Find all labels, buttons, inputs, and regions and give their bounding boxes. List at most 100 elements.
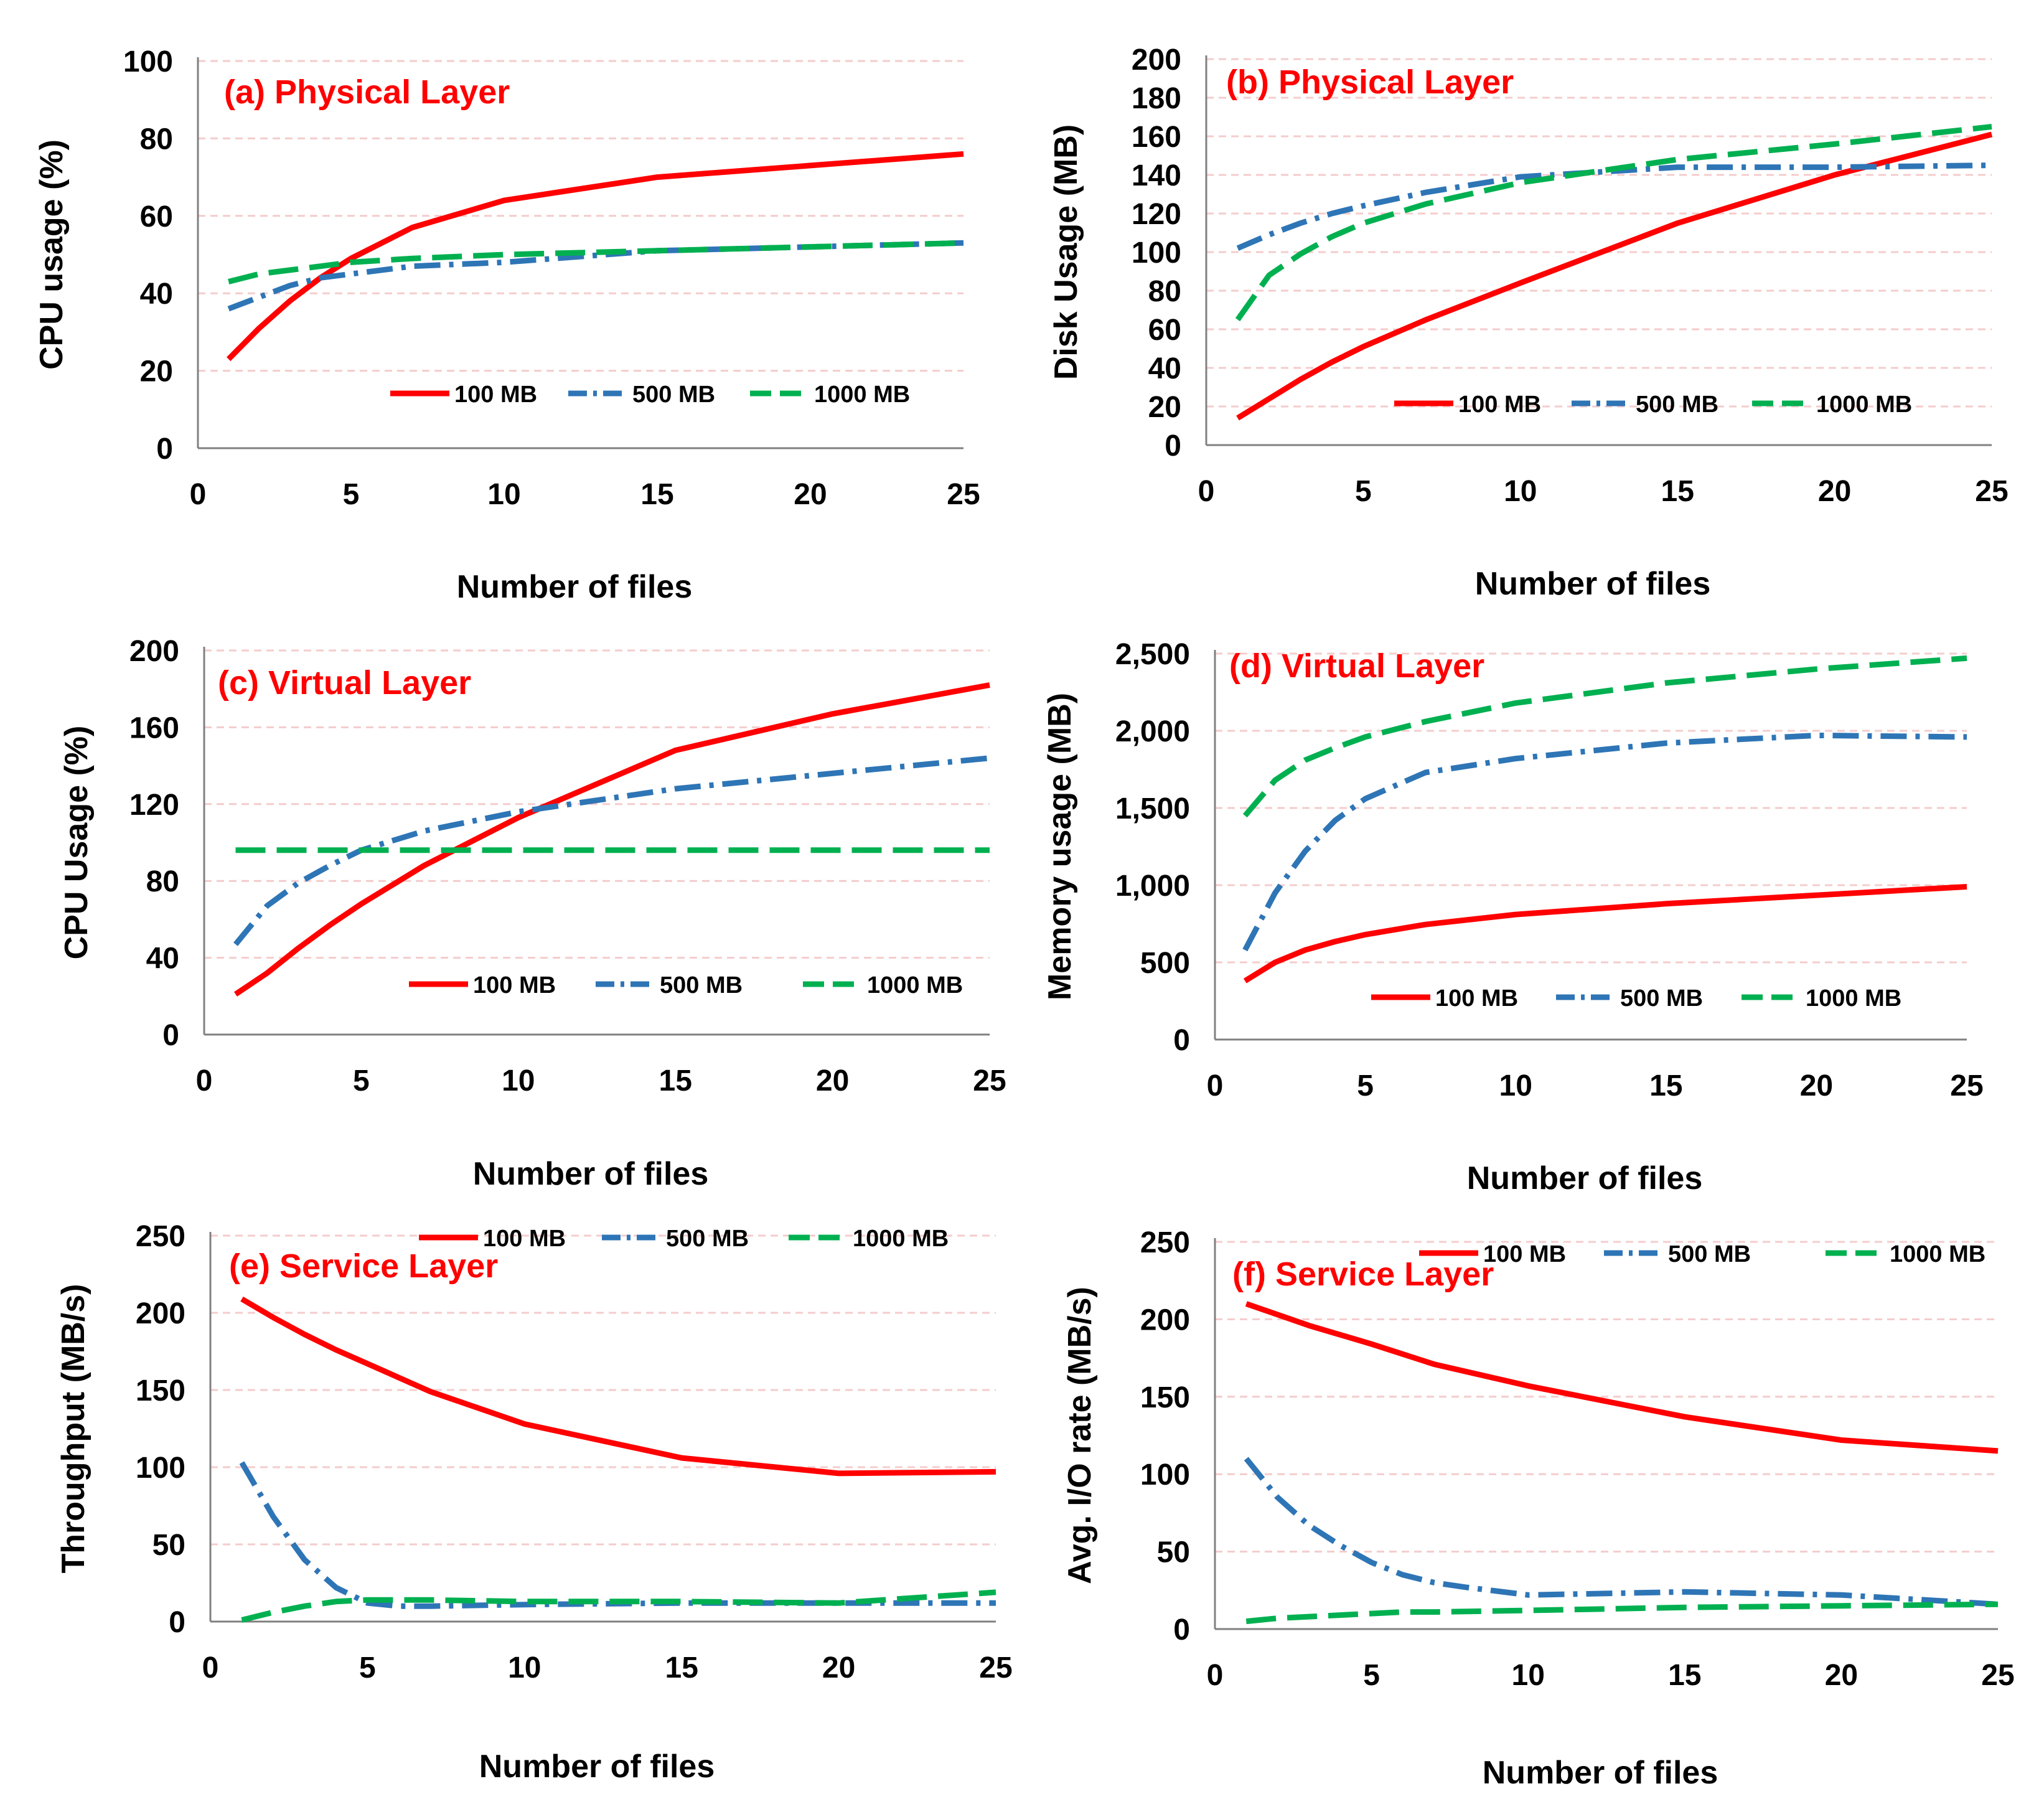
chart-a-legend-label: 1000 MB	[814, 382, 910, 408]
chart-b-y-tick-label: 60	[1148, 314, 1181, 347]
chart-e-y-axis-title: Throughput (MB/s)	[55, 1284, 91, 1574]
chart-d-y-axis-title: Memory usage (MB)	[1042, 693, 1078, 1000]
chart-f-y-tick-label: 150	[1140, 1381, 1190, 1414]
chart-d-legend-label: 500 MB	[1620, 985, 1703, 1012]
chart-a-y-tick-label: 40	[140, 278, 173, 311]
chart-d-legend-label: 100 MB	[1435, 985, 1518, 1012]
chart-b-series-1000mb-line	[1235, 124, 1992, 322]
chart-e-series-1000mb-line	[241, 1589, 996, 1623]
chart-c-x-tick-label: 20	[816, 1064, 849, 1097]
chart-a-x-tick-label: 0	[190, 478, 207, 511]
chart-a-x-tick-label: 25	[947, 478, 980, 511]
chart-f-x-tick-label: 10	[1512, 1659, 1545, 1692]
chart-a-series-1000mb-line	[228, 240, 964, 284]
chart-b-y-tick-label: 20	[1148, 391, 1181, 424]
chart-b-y-tick-label: 40	[1148, 352, 1181, 385]
chart-d-x-tick-label: 25	[1950, 1069, 1983, 1102]
chart-b-x-tick-label: 5	[1355, 475, 1372, 508]
chart-a-y-tick-label: 100	[123, 45, 173, 78]
chart-f-y-tick-label: 50	[1157, 1536, 1190, 1569]
chart-b-x-tick-label: 25	[1975, 475, 2008, 508]
chart-f-series-100mb-line	[1245, 1301, 1999, 1454]
chart-d-y-tick-label: 1,500	[1115, 792, 1190, 825]
chart-f-y-tick-label: 0	[1173, 1613, 1190, 1646]
chart-c-y-tick-label: 80	[146, 865, 179, 898]
chart-d-x-tick-label: 10	[1499, 1069, 1532, 1102]
chart-b-y-tick-label: 200	[1132, 44, 1181, 77]
chart-c-y-tick-label: 120	[129, 789, 179, 822]
chart-b-x-tick-label: 0	[1198, 475, 1215, 508]
chart-d-series-1000mb-line	[1242, 655, 1967, 818]
chart-c-x-tick-label: 5	[353, 1064, 370, 1097]
chart-c-y-axis-title: CPU Usage (%)	[59, 726, 95, 960]
chart-b-x-tick-label: 10	[1504, 475, 1537, 508]
chart-d-y-tick-label: 1,000	[1115, 870, 1190, 903]
chart-c-y-tick-label: 160	[129, 711, 179, 744]
chart-e-y-tick-label: 50	[152, 1529, 185, 1562]
chart-e-x-tick-label: 20	[822, 1651, 855, 1684]
chart-d-title: (d) Virtual Layer	[1229, 647, 1484, 685]
chart-f-x-tick-label: 25	[1981, 1659, 2014, 1692]
chart-b-y-axis-title: Disk Usage (MB)	[1048, 124, 1084, 380]
chart-c-legend-label: 500 MB	[660, 972, 743, 998]
chart-a-series-100mb-line	[227, 151, 964, 362]
chart-f-legend-label: 100 MB	[1483, 1241, 1566, 1267]
chart-d-y-tick-label: 2,500	[1115, 638, 1190, 671]
chart-e-y-tick-label: 0	[169, 1606, 185, 1639]
chart-f-title: (f) Service Layer	[1232, 1256, 1494, 1293]
chart-a-legend-label: 100 MB	[454, 382, 537, 408]
chart-e-legend-label: 1000 MB	[853, 1226, 949, 1252]
chart-b-series-500mb-line	[1236, 162, 1992, 251]
chart-b-legend-label: 100 MB	[1458, 392, 1541, 418]
chart-d-series-100mb-line	[1243, 884, 1967, 984]
chart-e-y-tick-label: 200	[136, 1297, 185, 1330]
chart-d-x-tick-label: 5	[1357, 1069, 1374, 1102]
chart-a-x-tick-label: 5	[343, 478, 360, 511]
chart-c-x-tick-label: 25	[973, 1064, 1006, 1097]
chart-c-title: (c) Virtual Layer	[218, 664, 471, 702]
chart-d-x-tick-label: 15	[1649, 1069, 1682, 1102]
chart-e-title: (e) Service Layer	[229, 1247, 498, 1285]
chart-f-y-axis-title: Avg. I/O rate (MB/s)	[1062, 1287, 1098, 1584]
chart-d-x-tick-label: 20	[1800, 1069, 1833, 1102]
chart-b-legend-label: 1000 MB	[1816, 392, 1912, 418]
chart-f-y-tick-label: 100	[1140, 1458, 1190, 1491]
chart-e-y-tick-label: 150	[136, 1374, 185, 1407]
chart-b-x-tick-label: 20	[1818, 475, 1851, 508]
chart-f-legend-label: 1000 MB	[1890, 1241, 1985, 1267]
chart-b-y-tick-label: 120	[1132, 198, 1181, 231]
chart-b-series-100mb-line	[1236, 131, 1993, 421]
chart-b-x-axis-title: Number of files	[1475, 566, 1711, 602]
chart-c-legend-label: 1000 MB	[867, 972, 963, 998]
chart-c-series-100mb-line	[233, 682, 990, 997]
chart-a-y-axis-title: CPU usage (%)	[34, 139, 70, 370]
chart-a-series-500mb-line	[227, 240, 964, 312]
chart-a-y-tick-label: 80	[140, 123, 173, 156]
chart-f-series-500mb-line	[1244, 1457, 1999, 1607]
chart-d-series-500mb-line	[1242, 732, 1967, 952]
chart-f-x-axis-title: Number of files	[1483, 1755, 1718, 1791]
chart-f-y-tick-label: 250	[1140, 1226, 1190, 1259]
chart-a-x-axis-title: Number of files	[457, 569, 693, 605]
chart-b-y-tick-label: 80	[1148, 275, 1181, 308]
chart-b-y-tick-label: 140	[1132, 159, 1181, 192]
chart-f-series-1000mb-line	[1245, 1601, 1999, 1625]
chart-f-x-tick-label: 20	[1825, 1659, 1858, 1692]
chart-f-y-tick-label: 200	[1140, 1303, 1190, 1336]
chart-b-x-tick-label: 15	[1661, 475, 1694, 508]
chart-a-y-tick-label: 20	[140, 355, 173, 388]
chart-e-series-500mb-line	[239, 1461, 996, 1609]
chart-b-y-tick-label: 160	[1132, 121, 1181, 154]
chart-b-legend-label: 500 MB	[1636, 392, 1718, 418]
chart-a-x-tick-label: 15	[640, 478, 673, 511]
chart-c-y-tick-label: 40	[146, 942, 179, 975]
chart-d-y-tick-label: 500	[1140, 947, 1190, 980]
chart-b-y-tick-label: 100	[1132, 237, 1181, 270]
chart-d-y-tick-label: 2,000	[1115, 715, 1190, 748]
chart-e-legend-label: 500 MB	[666, 1226, 749, 1252]
chart-a-x-tick-label: 20	[794, 478, 827, 511]
chart-e-series-100mb-line	[240, 1296, 996, 1477]
chart-c-x-tick-label: 15	[659, 1064, 692, 1097]
chart-c-x-tick-label: 10	[502, 1064, 535, 1097]
